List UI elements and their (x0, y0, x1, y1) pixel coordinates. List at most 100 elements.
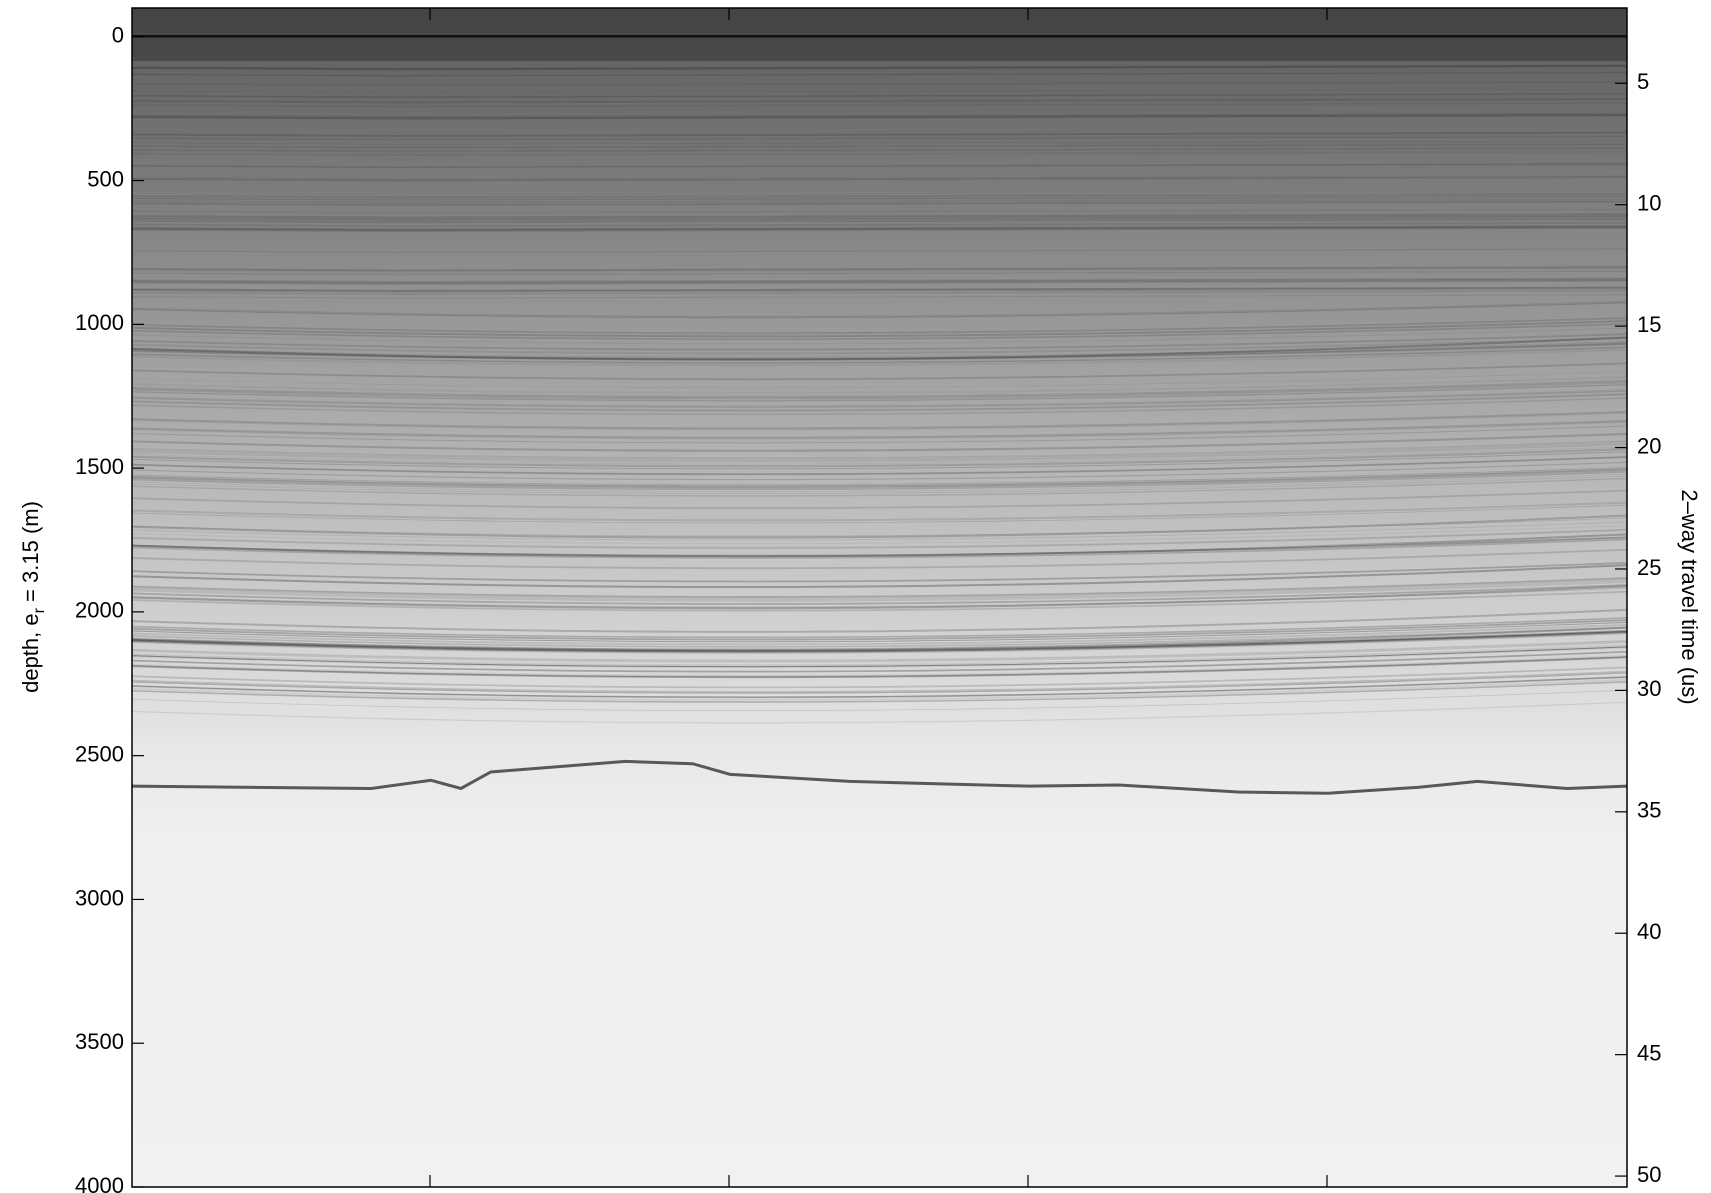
internal-layer (132, 590, 1627, 612)
y-tick-label: 1500 (75, 454, 124, 479)
internal-layer (132, 501, 1627, 522)
internal-layer (132, 514, 1627, 539)
internal-layer (132, 381, 1627, 400)
internal-layer (132, 316, 1627, 334)
plot-frame (131, 7, 1628, 1188)
y-tick-label: 4000 (75, 1173, 124, 1193)
internal-layer (132, 656, 1627, 679)
internal-layer (132, 678, 1627, 701)
y2-tick-label: 25 (1637, 555, 1661, 580)
internal-layer (132, 676, 1627, 698)
internal-layer (132, 650, 1627, 673)
y-tick-label: 0 (112, 23, 124, 48)
internal-layer (132, 672, 1627, 694)
internal-layer (132, 561, 1627, 583)
internal-layer (132, 473, 1627, 492)
internal-layer (132, 456, 1627, 476)
internal-layer (132, 456, 1627, 475)
bed-reflection (132, 759, 1627, 795)
surface-band (132, 8, 1627, 62)
y2-tick-label: 5 (1637, 69, 1649, 94)
y2-tick-label: 35 (1637, 798, 1661, 823)
internal-layer (132, 533, 1627, 558)
internal-layer (132, 676, 1627, 699)
internal-layer (132, 327, 1627, 345)
internal-layer (132, 671, 1627, 693)
internal-layer (132, 655, 1627, 678)
internal-layer (132, 300, 1627, 318)
y-tick-label: 3000 (75, 885, 124, 910)
internal-layer (132, 392, 1627, 411)
internal-layer (132, 646, 1627, 668)
y2-tick-label: 50 (1637, 1162, 1661, 1187)
internal-layer (132, 333, 1627, 351)
internal-layer (132, 640, 1627, 663)
internal-layer (132, 626, 1627, 651)
internal-layer (132, 632, 1627, 654)
internal-layer (132, 564, 1627, 589)
internal-layer (132, 670, 1627, 692)
internal-layer (132, 468, 1627, 488)
internal-layer (132, 644, 1627, 666)
y-axis-label: depth, er = 3.15 (m) (18, 501, 48, 693)
internal-layer (132, 626, 1627, 648)
internal-layer (132, 471, 1627, 490)
internal-layer (132, 477, 1627, 497)
internal-layer (132, 320, 1627, 338)
internal-layer (132, 410, 1627, 429)
y2-axis-label: 2–way travel time (us) (1677, 489, 1702, 704)
internal-layer (132, 521, 1627, 541)
internal-layer (132, 440, 1627, 460)
internal-layer (132, 461, 1627, 481)
internal-layer (132, 432, 1627, 452)
internal-layer (132, 379, 1627, 398)
internal-layer (132, 548, 1627, 570)
internal-layer (132, 689, 1627, 711)
internal-layer (132, 587, 1627, 608)
internal-layer (132, 446, 1627, 465)
internal-layer (132, 581, 1627, 602)
y-tick-label: 2500 (75, 741, 124, 766)
internal-layer (132, 341, 1627, 358)
internal-layer (132, 608, 1627, 633)
internal-layer (132, 517, 1627, 537)
internal-layer (132, 470, 1627, 490)
internal-layer (132, 619, 1627, 641)
y2-tick-label: 30 (1637, 676, 1661, 701)
y2-tick-label: 10 (1637, 191, 1661, 216)
y2-tick-label: 40 (1637, 919, 1661, 944)
internal-layer (132, 525, 1627, 545)
y-tick-label: 2000 (75, 598, 124, 623)
internal-layer (132, 681, 1627, 703)
y2-tick-label: 15 (1637, 312, 1661, 337)
radar-image (132, 8, 1627, 1187)
internal-layer (132, 475, 1627, 494)
y-tick-label: 3500 (75, 1029, 124, 1054)
internal-layer (132, 393, 1627, 412)
internal-layer (132, 617, 1627, 639)
internal-layer (132, 468, 1627, 488)
internal-layer (132, 701, 1627, 724)
internal-layer (132, 489, 1627, 509)
internal-layer (132, 317, 1627, 334)
internal-layer (132, 348, 1627, 367)
internal-layer (132, 666, 1627, 689)
internal-layer (132, 538, 1627, 559)
internal-layer (132, 343, 1627, 361)
internal-layer (132, 397, 1627, 416)
y2-tick-label: 45 (1637, 1040, 1661, 1065)
internal-layer (132, 629, 1627, 652)
internal-layer (132, 371, 1627, 389)
internal-layer (132, 336, 1627, 361)
internal-layer (132, 630, 1627, 653)
internal-layer (132, 323, 1627, 341)
internal-layer (132, 578, 1627, 599)
internal-layer (132, 448, 1627, 468)
internal-layer (132, 442, 1627, 462)
internal-layer (132, 346, 1627, 364)
y2-tick-label: 20 (1637, 433, 1661, 458)
internal-layer (132, 646, 1627, 668)
internal-layer (132, 577, 1627, 598)
internal-layer (132, 585, 1627, 610)
